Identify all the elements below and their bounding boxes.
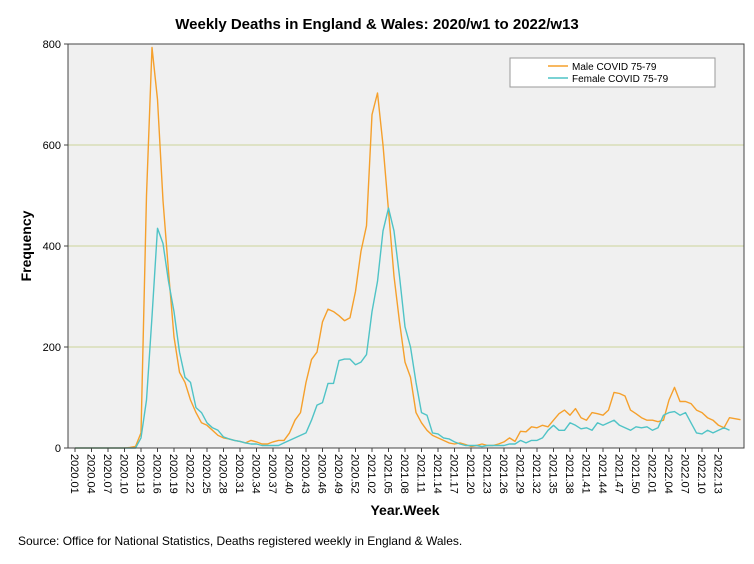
x-tick-label: 2022.01: [646, 454, 658, 494]
x-tick-label: 2021.50: [629, 454, 641, 494]
series-line-male: [75, 46, 741, 449]
y-tick-label: 0: [55, 443, 61, 455]
x-tick-label: 2020.10: [118, 454, 130, 494]
x-tick-label: 2020.49: [332, 454, 344, 494]
x-tick-label: 2020.37: [266, 454, 278, 494]
x-tick-label: 2020.31: [233, 454, 245, 494]
x-tick-label: 2021.41: [580, 454, 592, 494]
chart-title: Weekly Deaths in England & Wales: 2020/w…: [175, 16, 579, 33]
x-tick-label: 2022.10: [695, 454, 707, 494]
gridlines: [68, 144, 744, 348]
legend-box: [509, 57, 716, 88]
legend-label-male: Male COVID 75-79: [572, 62, 657, 73]
x-tick-label: 2020.19: [167, 454, 179, 494]
x-tick-label: 2020.40: [283, 454, 295, 494]
x-tick-label: 2020.04: [85, 454, 97, 494]
series-line-female: [75, 207, 730, 449]
x-tick-label: 2021.35: [547, 454, 559, 494]
x-tick-label: 2020.52: [349, 454, 361, 494]
x-tick-label: 2021.38: [563, 454, 575, 494]
x-tick-label: 2021.05: [382, 454, 394, 494]
x-tick-label: 2020.13: [134, 454, 146, 494]
series-lines: [75, 46, 741, 449]
x-tick-label: 2021.14: [431, 454, 443, 494]
x-tick-label: 2020.34: [250, 454, 262, 494]
x-tick-label: 2021.02: [365, 454, 377, 494]
y-axis: 0 200 400 600 800: [43, 39, 68, 455]
x-tick-label: 2021.11: [415, 454, 427, 493]
x-tick-label: 2021.17: [448, 454, 460, 494]
legend-label-female: Female COVID 75-79: [572, 74, 669, 85]
x-axis: 2020.01 2020.04 2020.07 2020.10 2020.13 2020.…: [68, 448, 724, 494]
x-tick-label: 2021.44: [596, 454, 608, 494]
x-tick-label: 2022.13: [712, 454, 724, 494]
y-tick-label: 800: [43, 39, 61, 51]
x-tick-label: 2022.07: [679, 454, 691, 494]
y-tick-label: 200: [43, 342, 61, 354]
x-tick-label: 2021.08: [398, 454, 410, 494]
x-tick-label: 2021.47: [613, 454, 625, 494]
x-tick-label: 2020.46: [316, 454, 328, 494]
x-tick-label: 2020.28: [217, 454, 229, 494]
x-tick-label: 2021.23: [481, 454, 493, 494]
legend: Male COVID 75-79 Female COVID 75-79: [509, 57, 716, 88]
x-tick-label: 2020.25: [200, 454, 212, 494]
x-tick-label: 2020.22: [184, 454, 196, 494]
y-axis-title: Frequency: [18, 210, 34, 281]
x-tick-label: 2020.01: [68, 454, 80, 494]
source-note: Source: Office for National Statistics, …: [18, 534, 463, 548]
x-tick-label: 2021.29: [514, 454, 526, 494]
x-tick-label: 2021.26: [497, 454, 509, 494]
x-tick-label: 2020.16: [151, 454, 163, 494]
x-axis-title: Year.Week: [370, 502, 439, 518]
y-tick-label: 600: [43, 140, 61, 152]
y-tick-label: 400: [43, 241, 61, 253]
x-tick-label: 2022.04: [662, 454, 674, 494]
x-tick-label: 2021.32: [530, 454, 542, 494]
x-tick-label: 2020.43: [299, 454, 311, 494]
x-tick-label: 2020.07: [101, 454, 113, 494]
x-tick-label: 2021.20: [464, 454, 476, 494]
